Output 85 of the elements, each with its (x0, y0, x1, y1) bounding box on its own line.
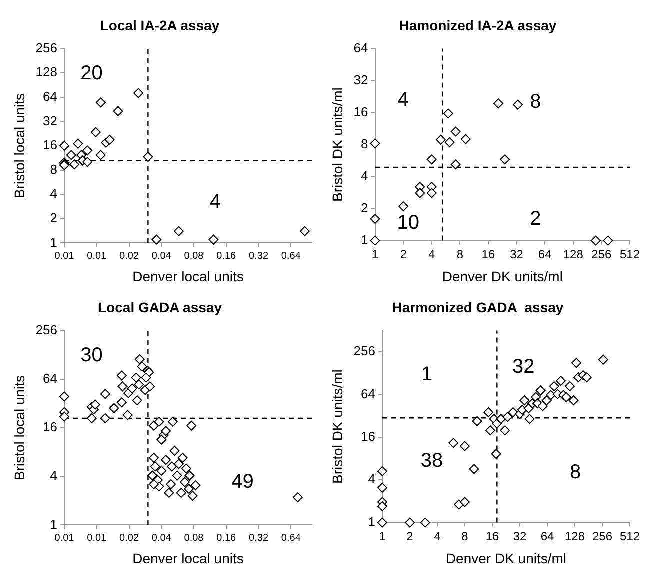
x-tick-label: 2 (400, 247, 408, 262)
annotation: 4 (398, 89, 409, 112)
y-tick-label: 16 (361, 429, 376, 444)
annotation: 8 (570, 461, 582, 484)
annotation: 2 (530, 208, 542, 230)
annotation: 1 (421, 363, 433, 386)
y-tick-label: 2 (361, 200, 368, 216)
x-tick-label: 0.16 (216, 532, 237, 544)
x-tick-label: 0.64 (281, 532, 302, 544)
x-tick-label: 64 (540, 529, 554, 544)
annotation: 4 (210, 190, 222, 213)
y-tick-label: 4 (361, 168, 368, 184)
y-tick-label: 32 (43, 113, 58, 128)
x-tick-label: 4 (434, 529, 442, 544)
y-tick-label: 32 (354, 72, 368, 88)
y-tick-label: 1 (368, 514, 376, 530)
y-tick-label: 16 (354, 104, 368, 120)
x-tick-label: 0.08 (184, 532, 204, 544)
x-axis-title: Denver DK units/ml (442, 268, 563, 284)
x-tick-label: 16 (482, 247, 496, 262)
y-tick-label: 2 (50, 210, 58, 226)
annotation: 30 (80, 344, 103, 367)
x-tick-label: 0.16 (216, 250, 237, 262)
chart-title: Hamonized IA-2A assay (399, 17, 557, 34)
y-axis-title: Bristol local units (11, 93, 28, 199)
chart-title: Harmonized GADA assay (392, 299, 564, 316)
y-tick-label: 1 (361, 232, 368, 248)
y-tick-label: 16 (43, 138, 58, 153)
y-tick-label: 8 (50, 162, 58, 177)
y-tick-label: 64 (354, 40, 368, 56)
y-tick-label: 128 (36, 64, 58, 80)
annotation: 38 (420, 450, 444, 472)
x-tick-label: 0.04 (152, 532, 172, 544)
x-axis-title: Denver local units (132, 268, 244, 284)
x-tick-label: 4 (428, 247, 436, 262)
x-tick-label: 32 (510, 247, 524, 262)
y-tick-label: 1 (50, 516, 58, 532)
y-tick-label: 64 (43, 370, 58, 386)
chart-title: Local GADA assay (98, 299, 222, 316)
x-axis-title: Denver local units (132, 550, 244, 566)
x-tick-label: 0.01 (54, 532, 75, 544)
x-tick-label: 512 (620, 247, 640, 262)
y-axis-title: Bristol local units (11, 375, 28, 481)
x-tick-label: 0.32 (249, 250, 269, 262)
x-tick-label: 0.01 (54, 250, 75, 262)
x-axis-title: Denver DK units/ml (446, 550, 567, 566)
x-tick-label: 0.32 (249, 532, 269, 544)
chart-title: Local IA-2A assay (100, 17, 220, 34)
x-tick-label: 128 (564, 529, 586, 544)
y-tick-label: 4 (50, 186, 58, 202)
x-tick-label: 0.02 (120, 532, 140, 544)
x-tick-label: 0.01 (87, 250, 108, 262)
y-tick-label: 16 (43, 420, 58, 435)
annotation: 10 (397, 212, 420, 234)
x-tick-label: 128 (563, 247, 584, 262)
annotation: 32 (512, 356, 535, 378)
y-axis-title: Bristol DK units/ml (329, 370, 346, 484)
annotation: 8 (530, 91, 542, 114)
annotation: 20 (80, 62, 103, 85)
x-tick-label: 0.01 (87, 532, 108, 544)
x-tick-label: 8 (462, 529, 469, 544)
x-tick-label: 256 (592, 529, 613, 544)
x-tick-label: 0.02 (120, 250, 140, 262)
y-tick-label: 64 (361, 386, 376, 402)
x-tick-label: 512 (620, 529, 640, 544)
annotation: 49 (232, 470, 254, 493)
x-tick-label: 0.64 (281, 250, 302, 262)
y-tick-label: 256 (36, 40, 58, 56)
y-tick-label: 8 (361, 136, 368, 152)
y-tick-label: 64 (43, 88, 58, 104)
y-axis-title: Bristol DK units/ml (329, 88, 346, 202)
x-tick-label: 32 (513, 529, 527, 544)
y-tick-label: 4 (50, 468, 58, 484)
x-tick-label: 2 (406, 529, 414, 544)
x-tick-label: 0.08 (184, 250, 204, 262)
x-tick-label: 64 (538, 247, 552, 262)
x-tick-label: 0.04 (152, 250, 172, 262)
x-tick-label: 256 (592, 247, 612, 262)
x-tick-label: 8 (456, 247, 464, 262)
y-tick-label: 1 (50, 234, 58, 250)
x-tick-label: 1 (379, 529, 386, 544)
x-tick-label: 16 (486, 529, 500, 544)
y-tick-label: 256 (36, 322, 58, 338)
y-tick-label: 256 (354, 344, 376, 359)
y-tick-label: 4 (368, 472, 376, 487)
